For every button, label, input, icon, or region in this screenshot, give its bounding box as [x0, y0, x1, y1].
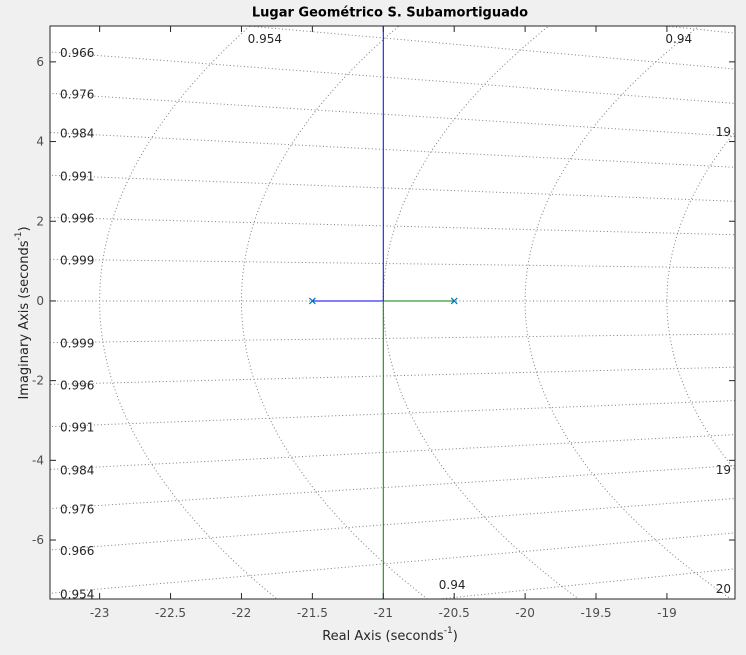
y-label-tail: ) [17, 226, 32, 231]
damping-line [50, 465, 735, 510]
x-tick-label: -21 [373, 606, 393, 620]
x-label-sup: -1 [444, 626, 453, 636]
wn-label: 19 [716, 125, 731, 139]
pole-marker [450, 297, 458, 305]
x-label-text: Real Axis (seconds [322, 629, 444, 644]
y-tick-label: 6 [36, 55, 44, 69]
x-tick-label: -23 [90, 606, 110, 620]
y-label-text: Imaginary Axis (seconds [17, 240, 32, 399]
y-tick-label: 0 [36, 294, 44, 308]
x-tick-label: -19.5 [580, 606, 611, 620]
x-axis-label: Real Axis (seconds-1) [322, 626, 458, 644]
y-tick-label: -6 [32, 533, 44, 547]
damping-label: 0.999 [60, 253, 94, 267]
damping-label: 0.976 [60, 87, 94, 101]
x-tick-label: -20 [515, 606, 535, 620]
y-tick-label: -4 [32, 453, 44, 467]
damping-label: 0.996 [60, 211, 94, 225]
x-tick-label: -20.5 [439, 606, 470, 620]
x-tick-label: -21.5 [297, 606, 328, 620]
damping-label: 0.999 [60, 337, 94, 351]
damping-label: 0.954 [60, 587, 94, 601]
damping-label: 0.94 [665, 32, 692, 46]
y-label-sup: -1 [14, 232, 24, 241]
wn-label: 19 [716, 463, 731, 477]
damping-label: 0.954 [248, 32, 282, 46]
damping-line [50, 92, 735, 137]
chart-title: Lugar Geométrico S. Subamortiguado [252, 6, 528, 21]
x-tick-label: -22 [232, 606, 252, 620]
damping-label: 0.966 [60, 46, 94, 60]
damping-label: 0.984 [60, 126, 94, 140]
damping-label: 0.991 [60, 421, 94, 435]
damping-label: 0.94 [439, 578, 466, 592]
y-axis-label: Imaginary Axis (seconds-1) [14, 226, 32, 399]
wn-label: 20 [716, 582, 731, 596]
damping-label: 0.984 [60, 463, 94, 477]
overlay-layer: 1919200.940.940.9540.9540.9660.9660.9760… [32, 25, 736, 620]
pole-marker [308, 297, 316, 305]
damping-label: 0.991 [60, 169, 94, 183]
damping-label: 0.976 [60, 503, 94, 517]
locus-branch [382, 300, 455, 599]
y-tick-label: -2 [32, 374, 44, 388]
damping-label: 0.996 [60, 378, 94, 392]
y-tick-label: 4 [36, 135, 44, 149]
x-tick-label: -19 [657, 606, 677, 620]
y-tick-label: 2 [36, 214, 44, 228]
damping-label: 0.966 [60, 544, 94, 558]
x-label-tail: ) [453, 629, 458, 644]
x-tick-label: -22.5 [155, 606, 186, 620]
axes-frame [49, 25, 736, 600]
plot-area [50, 26, 735, 599]
